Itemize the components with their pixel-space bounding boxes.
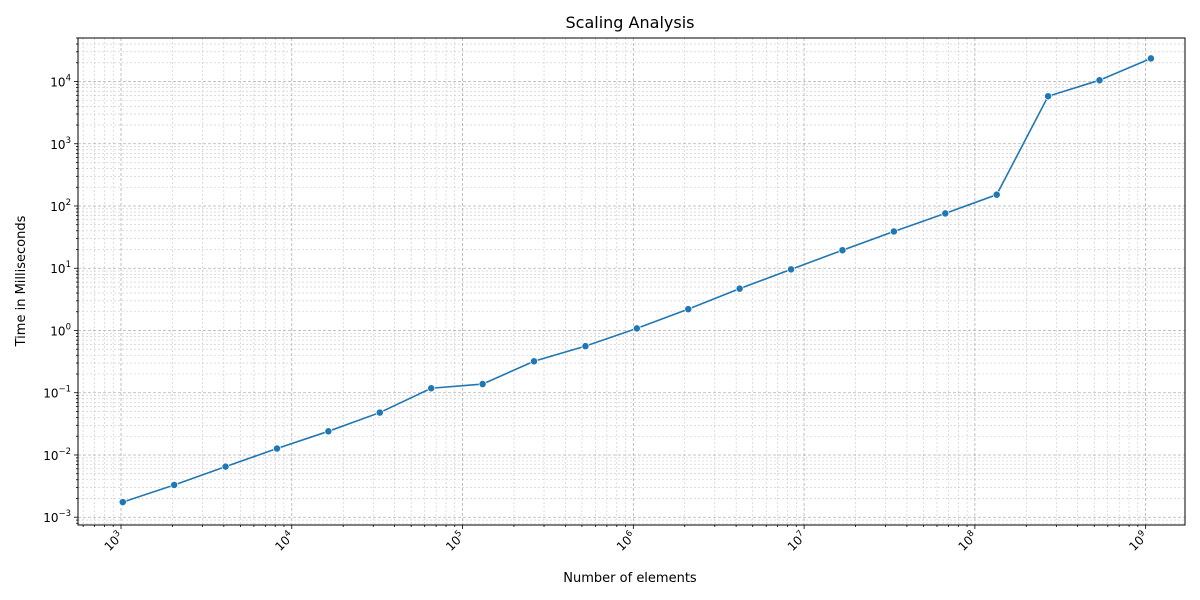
data-point (118, 498, 127, 507)
data-point (478, 380, 487, 388)
data-point (427, 384, 436, 393)
data-point (992, 190, 1001, 199)
x-tick-exponent: 7 (795, 529, 806, 540)
y-tick-exponent: 2 (66, 198, 71, 208)
data-point (375, 408, 384, 417)
data-point (941, 209, 950, 218)
major-grid (78, 38, 1185, 525)
data-point (581, 342, 590, 351)
data-point (273, 444, 281, 453)
axes-frame (77, 37, 1186, 526)
data-point (632, 324, 641, 333)
data-point (530, 357, 538, 366)
data-point (889, 227, 898, 236)
x-axis-label: Number of elements (563, 571, 697, 586)
y-tick-exponent: −1 (58, 385, 71, 395)
data-point (170, 480, 179, 489)
y-tick-exponent: 3 (66, 136, 71, 146)
y-axis-label: Time in Milliseconds (14, 215, 29, 347)
data-point (1146, 54, 1155, 63)
chart-title: Scaling Analysis (566, 13, 695, 32)
x-tick-exponent: 4 (282, 529, 293, 540)
data-point (684, 305, 693, 314)
data-point (735, 284, 744, 293)
x-tick-exponent: 3 (112, 529, 123, 540)
data-point (838, 246, 847, 255)
x-tick-exponent: 5 (453, 529, 464, 540)
y-tick-exponent: −3 (58, 509, 71, 519)
data-point (324, 427, 333, 436)
y-tick-exponent: −2 (58, 447, 71, 457)
data-point (1095, 76, 1104, 85)
y-tick-exponent: 0 (66, 322, 71, 332)
series-layer (118, 54, 1155, 507)
minor-grid (78, 37, 1185, 525)
y-tick-exponent: 1 (66, 260, 71, 270)
x-tick-exponent: 6 (624, 529, 635, 540)
y-tick-exponent: 4 (66, 74, 71, 84)
x-tick-exponent: 8 (966, 529, 977, 540)
x-tick-exponent: 9 (1136, 529, 1147, 540)
data-point (221, 462, 230, 471)
data-point (787, 265, 796, 274)
data-point (1044, 92, 1053, 101)
